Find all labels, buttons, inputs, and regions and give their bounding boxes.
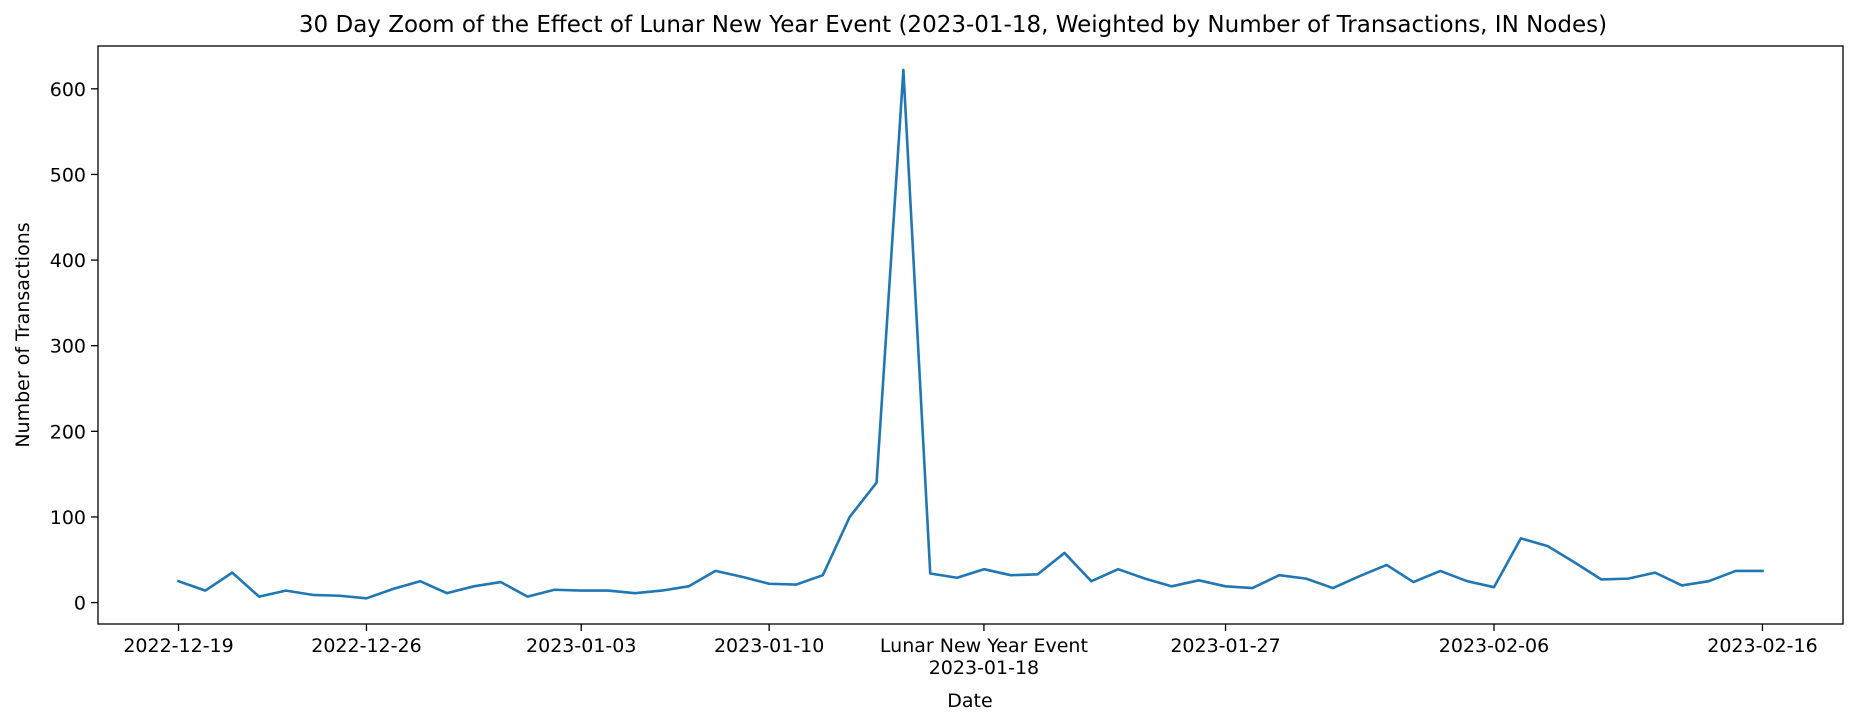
y-tick-label: 100 — [50, 507, 86, 529]
x-tick-label: 2023-02-16 — [1707, 635, 1817, 657]
x-tick-label: 2023-01-10 — [714, 635, 824, 657]
x-tick-label: 2023-02-06 — [1439, 635, 1549, 657]
y-tick-label: 400 — [50, 250, 86, 272]
series-line — [176, 68, 1764, 600]
x-tick-label-secondary: 2023-01-18 — [929, 657, 1039, 679]
chart-title: 30 Day Zoom of the Effect of Lunar New Y… — [299, 12, 1607, 38]
x-tick-label: 2022-12-19 — [123, 635, 233, 657]
y-axis-label: Number of Transactions — [12, 222, 34, 447]
y-axis: 0 100 200 300 400 500 600 — [50, 79, 98, 615]
x-axis-label: Date — [947, 690, 992, 712]
y-tick-label: 200 — [50, 421, 86, 443]
x-tick-label: 2023-01-27 — [1170, 635, 1280, 657]
axes-frame — [97, 45, 1844, 625]
plot-area — [176, 68, 1764, 600]
x-tick-label: 2022-12-26 — [311, 635, 421, 657]
y-tick-label: 0 — [74, 593, 86, 615]
y-tick-label: 300 — [50, 336, 86, 358]
y-tick-label: 500 — [50, 164, 86, 186]
x-axis: 2022-12-19 2022-12-26 2023-01-03 2023-01-10… — [123, 624, 1818, 679]
x-tick-label: Lunar New Year Event — [880, 635, 1088, 657]
x-tick-label: 2023-01-03 — [526, 635, 636, 657]
y-tick-label: 600 — [50, 79, 86, 101]
